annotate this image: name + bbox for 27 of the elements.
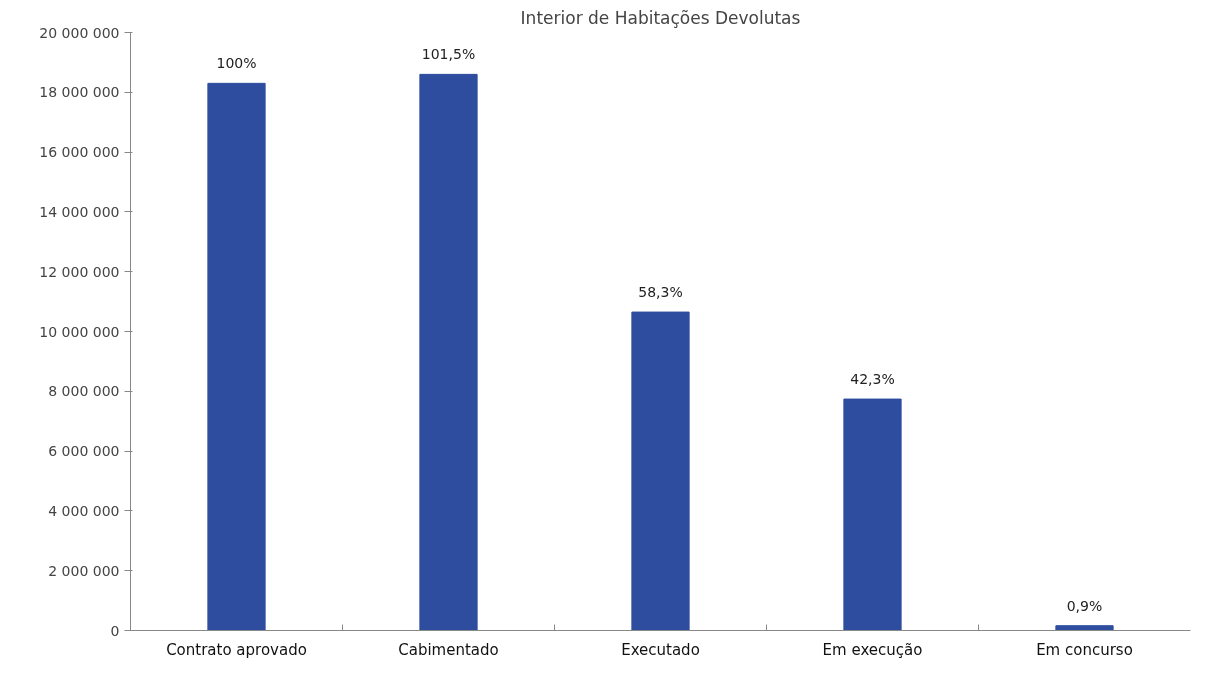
annotation: 42,3%	[850, 371, 895, 388]
x-tick-label: Executado	[621, 640, 700, 659]
x-tick-label: Contrato aprovado	[166, 640, 307, 659]
y-tick-label: 2 000 000	[48, 562, 120, 579]
x-tick-label: Em execução	[822, 640, 923, 659]
y-tick-label: 6 000 000	[48, 443, 120, 460]
y-tick-label: 18 000 000	[39, 84, 120, 101]
annotation: 58,3%	[638, 284, 683, 301]
y-tick-label: 12 000 000	[39, 263, 120, 280]
y-tick-label: 16 000 000	[39, 144, 120, 161]
annotation: 101,5%	[421, 46, 476, 63]
y-tick-label: 14 000 000	[39, 203, 120, 220]
x-tick-label: Cabimentado	[398, 640, 499, 659]
y-tick-label: 4 000 000	[48, 502, 120, 519]
y-tick-label: 8 000 000	[48, 383, 120, 400]
bar	[419, 73, 478, 631]
annotation: 100%	[216, 55, 257, 72]
bar	[207, 82, 266, 631]
annotation: 0,9%	[1066, 597, 1103, 614]
chart-title: Interior de Habitações Devolutas	[520, 7, 801, 28]
bar	[631, 311, 690, 631]
bar	[1055, 625, 1114, 631]
y-tick-label: 10 000 000	[39, 323, 120, 340]
bar	[843, 398, 902, 631]
x-tick-label: Em concurso	[1036, 640, 1133, 659]
y-tick-label: 0	[110, 622, 120, 639]
y-tick-label: 20 000 000	[39, 24, 120, 41]
